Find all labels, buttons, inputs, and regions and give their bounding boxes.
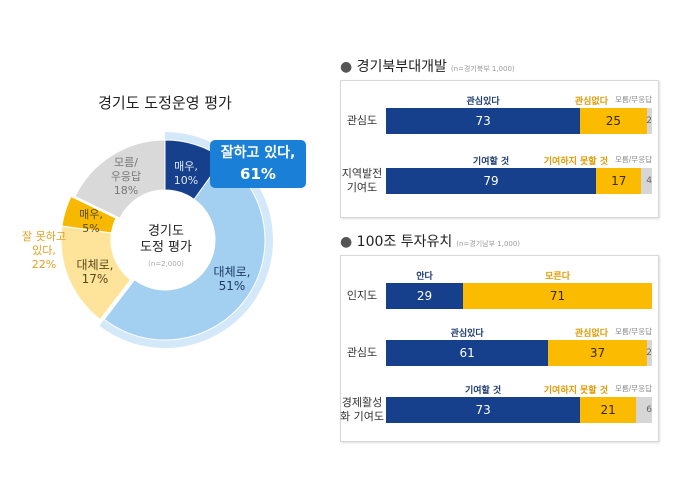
- category-label: 기여하지 못할 것: [543, 157, 608, 167]
- category-label: 모름/무응답: [614, 95, 652, 104]
- bar-segment: 6: [636, 397, 652, 423]
- callout-line1: 잘하고 있다,: [220, 145, 296, 161]
- bar-segment: 4: [641, 168, 652, 194]
- bar-segment: 29: [386, 283, 464, 309]
- bad-line2: 있다,: [32, 244, 56, 257]
- row-label: 관심도: [346, 346, 378, 359]
- donut-center-n: (n=2,000): [148, 260, 184, 268]
- bar-segment: 71: [463, 283, 652, 309]
- slice-label-0: 매우, 10%: [173, 160, 199, 187]
- bad-label: 잘 못하고 있다, 22%: [22, 230, 66, 272]
- callout-line2: 61%: [240, 165, 276, 183]
- slice-label-2: 대체로, 17%: [76, 258, 114, 286]
- bar-segment: 79: [386, 168, 597, 194]
- category-label: 관심있다: [466, 97, 500, 107]
- good-callout: 잘하고 있다, 61%: [210, 140, 306, 188]
- bar-segment: 61: [386, 340, 549, 366]
- donut-slice-4: [74, 139, 166, 219]
- category-label: 관심있다: [450, 329, 484, 339]
- bar-segment: 2: [646, 340, 652, 366]
- category-label: 관심없다: [574, 329, 608, 339]
- category-label: 안다: [416, 272, 433, 282]
- bar-segment: 17: [596, 168, 642, 194]
- category-label: 기여하지 못할 것: [543, 386, 608, 396]
- donut-center-line1: 경기도: [148, 224, 184, 239]
- category-label: 모름/무응답: [614, 327, 652, 336]
- category-label: 모름/무응답: [614, 155, 652, 164]
- donut-slice-1: [103, 158, 266, 341]
- section-title-2: ● 100조 투자유치 (n=경기남부 1,000): [340, 234, 521, 250]
- category-label: 모름/무응답: [614, 384, 652, 393]
- category-label: 모른다: [545, 272, 570, 282]
- bad-line1: 잘 못하고: [22, 230, 66, 243]
- category-label: 기여할 것: [464, 386, 502, 396]
- donut-chart: [60, 132, 273, 348]
- slice-label-1: 대체로, 51%: [213, 265, 251, 293]
- row-label: 경제활성화 기여도: [340, 396, 384, 423]
- panel-2: [340, 255, 659, 442]
- category-label: 기여할 것: [472, 157, 510, 167]
- bar-segment: 25: [580, 108, 647, 134]
- row-label: 인지도: [346, 289, 378, 302]
- panel-1: [340, 80, 659, 218]
- donut-title: 경기도 도정운영 평가: [98, 94, 232, 112]
- section-title-1: ● 경기북부대개발 (n=경기북부 1,000): [340, 59, 515, 75]
- bar-segment: 73: [386, 397, 581, 423]
- donut-center-line2: 도정 평가: [140, 240, 192, 255]
- category-label: 관심없다: [574, 97, 608, 107]
- slice-label-3: 매우, 5%: [79, 208, 103, 235]
- row-label: 관심도: [346, 114, 378, 127]
- row-label: 지역발전 기여도: [341, 167, 383, 194]
- bar-segment: 37: [548, 340, 647, 366]
- bad-pct: 22%: [31, 258, 57, 271]
- donut-slice-3: [61, 195, 117, 234]
- bar-segment: 21: [580, 397, 637, 423]
- bar-segment: 2: [646, 108, 652, 134]
- bar-segment: 73: [386, 108, 581, 134]
- slice-label-4: 모름/ 우응답 18%: [110, 156, 142, 197]
